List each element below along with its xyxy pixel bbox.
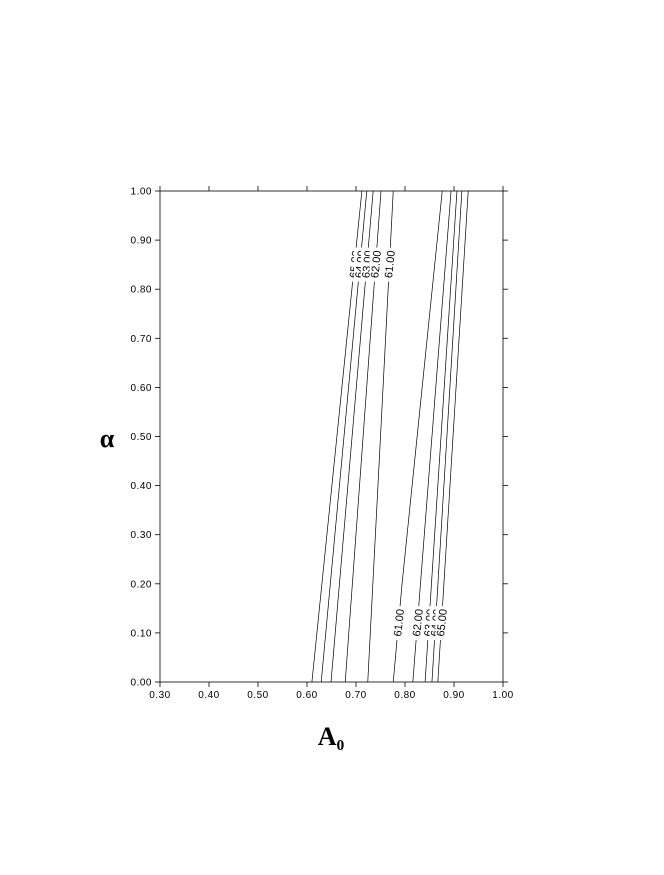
y-tick-label: 0.50 [131, 432, 152, 443]
contour-line [431, 190, 463, 683]
y-tick-label: 0.10 [131, 628, 152, 639]
y-tick-label: 0.70 [131, 334, 152, 345]
contour-label-bg [369, 247, 382, 282]
x-tick-label: 0.40 [198, 690, 219, 701]
y-axis-label: α [100, 424, 115, 453]
contour-line [424, 190, 458, 683]
contour-label-bg [383, 247, 396, 282]
contour-label-bg [392, 606, 405, 641]
x-tick-label: 0.50 [247, 690, 268, 701]
x-tick-label: 0.60 [296, 690, 317, 701]
contour-label: 61.00 [383, 250, 398, 279]
plot-frame [159, 190, 504, 683]
contour-label: 62.00 [369, 250, 384, 279]
y-tick-label: 0.90 [131, 236, 152, 247]
contour-label: 61.00 [392, 608, 407, 637]
y-tick-label: 0.60 [131, 383, 152, 394]
contour-label-bg [435, 606, 448, 641]
x-tick-label: 0.90 [443, 690, 464, 701]
x-tick-label: 1.00 [492, 690, 513, 701]
contour-label-bg [411, 606, 424, 641]
contour-line [437, 190, 469, 683]
x-tick-label: 0.70 [345, 690, 366, 701]
contour-line [392, 190, 443, 683]
y-tick-label: 0.20 [131, 579, 152, 590]
x-axis-label: A₀ [318, 722, 345, 751]
x-tick-label: 0.80 [394, 690, 415, 701]
y-tick-label: 0.80 [131, 285, 152, 296]
y-tick-label: 0.00 [131, 678, 152, 689]
y-tick-label: 0.40 [131, 481, 152, 492]
contour-label: 65.00 [435, 608, 450, 637]
y-tick-label: 0.30 [131, 530, 152, 541]
contour-label: 62.00 [411, 608, 426, 637]
x-tick-label: 0.30 [149, 690, 170, 701]
contour-line [412, 190, 452, 683]
y-tick-label: 1.00 [131, 187, 152, 198]
